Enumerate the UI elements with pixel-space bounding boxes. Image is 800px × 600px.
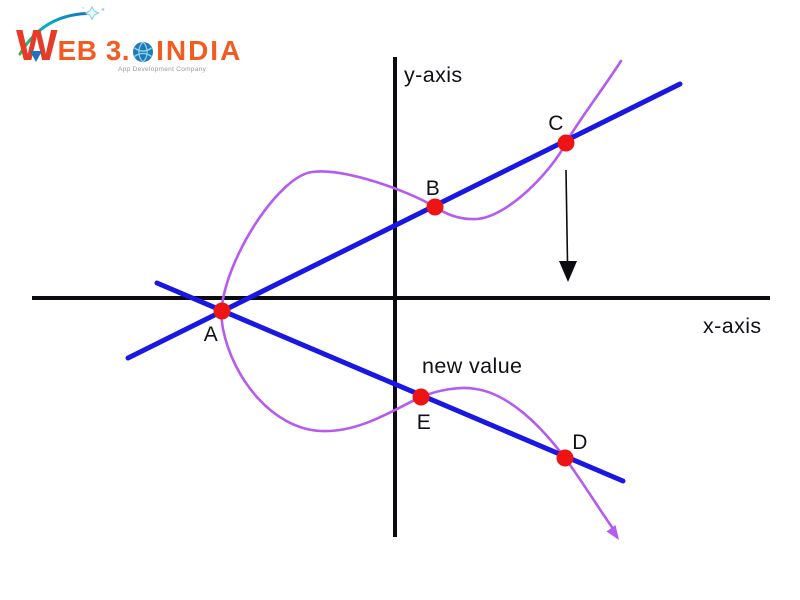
y-axis-label: y-axis	[404, 63, 463, 87]
x-axis-label: x-axis	[703, 314, 762, 338]
secant-line-aed	[154, 280, 626, 484]
point-E	[412, 388, 430, 406]
point-label-B: B	[426, 177, 440, 200]
logo-text-eb3: EB 3.	[57, 35, 131, 66]
web3india-logo: W EB 3. INDIA App Development Company	[14, 6, 240, 73]
point-B	[426, 198, 444, 216]
logo-tagline: App Development Company	[118, 66, 207, 73]
point-C	[557, 134, 575, 152]
globe-zero-icon	[132, 41, 154, 63]
logo-blue-triangle-icon	[30, 50, 42, 62]
secant-line-abc	[125, 81, 683, 361]
point-A	[213, 302, 231, 320]
point-label-D: D	[572, 431, 588, 454]
drop-arrow-shaft	[565, 169, 569, 263]
points-layer: A B C D E	[204, 112, 588, 467]
point-label-C: C	[548, 112, 564, 135]
point-label-A: A	[204, 323, 218, 346]
point-D	[556, 449, 574, 467]
logo-text-india: INDIA	[156, 35, 243, 66]
drop-arrow-head-icon	[559, 261, 577, 282]
logo-brand-row: W EB 3. INDIA	[16, 21, 243, 70]
new-value-label: new value	[422, 354, 522, 378]
logo-letter-w: W	[16, 21, 58, 70]
point-label-E: E	[417, 411, 431, 434]
curve-end-arrowhead-icon	[606, 525, 619, 540]
